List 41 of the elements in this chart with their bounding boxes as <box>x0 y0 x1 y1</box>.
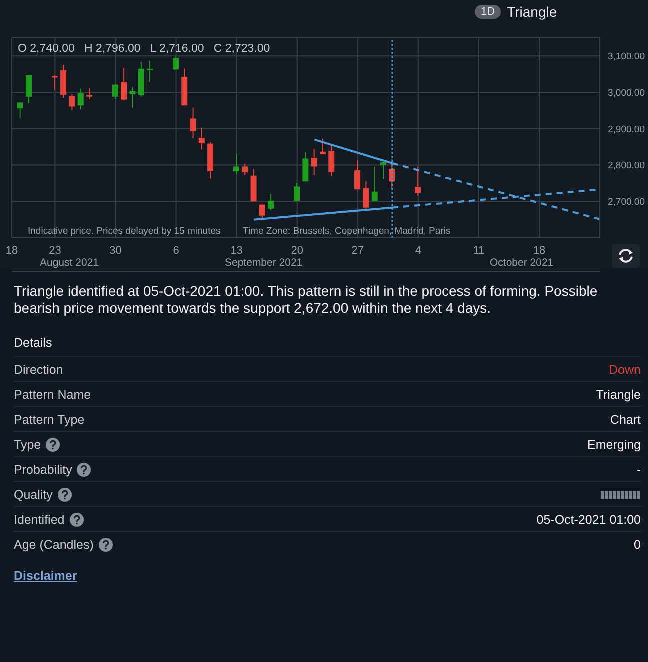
text: 1D <box>475 5 502 19</box>
text: Triangle identified at 05-Oct-2021 01:00. This pattern is still in the process of forming. Possible bearish price movement towards the support 2,672.00 within the next 4 days. <box>14 283 599 317</box>
text: Probability <box>14 462 74 476</box>
annotation: O 2,740.00 H 2,796.00 L 2,716.00 C 2,723.00 <box>18 43 270 55</box>
x-tick-label: 6 <box>173 244 180 257</box>
text: Age (Candles) <box>14 538 95 552</box>
annotation: Indicative price. Prices delayed by 15 minutes <box>28 226 221 237</box>
y-tick-label: 2,900.00 <box>608 124 645 136</box>
text: Identified <box>14 512 66 526</box>
text: 05-Oct-2021 01:00 <box>536 512 641 526</box>
text: Disclaimer <box>14 569 78 583</box>
text: Direction <box>14 362 64 376</box>
text: Emerging <box>588 438 641 452</box>
x-tick-label: 30 <box>110 244 122 257</box>
x-tick-label: 13 <box>230 244 243 257</box>
x-tick-label: 23 <box>49 244 62 257</box>
y-tick-label: 2,800.00 <box>608 160 645 172</box>
text: Details <box>14 335 54 352</box>
text: August 2021 <box>40 257 99 269</box>
text: Pattern Type <box>14 412 85 426</box>
x-tick-label: 20 <box>291 244 304 257</box>
annotation: Time Zone: Brussels, Copenhagen, Madrid, Paris <box>243 226 451 237</box>
text: September 2021 <box>225 257 303 269</box>
y-tick-label: 2,700.00 <box>608 197 645 208</box>
text: Chart <box>610 412 641 426</box>
x-tick-label: 11 <box>473 244 485 257</box>
x-tick-label: 18 <box>6 244 18 257</box>
text: Down <box>609 362 641 376</box>
text: Triangle <box>596 388 641 402</box>
x-tick-label: 4 <box>415 244 422 257</box>
text: Quality <box>14 488 54 502</box>
text: 0 <box>634 538 641 552</box>
text: October 2021 <box>490 257 554 269</box>
chart-title: Triangle <box>507 4 558 20</box>
text: Type <box>14 438 42 452</box>
x-tick-label: 18 <box>533 244 546 257</box>
text: Pattern Name <box>14 388 92 402</box>
x-tick-label: 27 <box>352 244 364 257</box>
y-tick-label: 3,000.00 <box>608 88 645 99</box>
text: - <box>636 462 641 476</box>
y-tick-label: 3,100.00 <box>608 52 645 63</box>
